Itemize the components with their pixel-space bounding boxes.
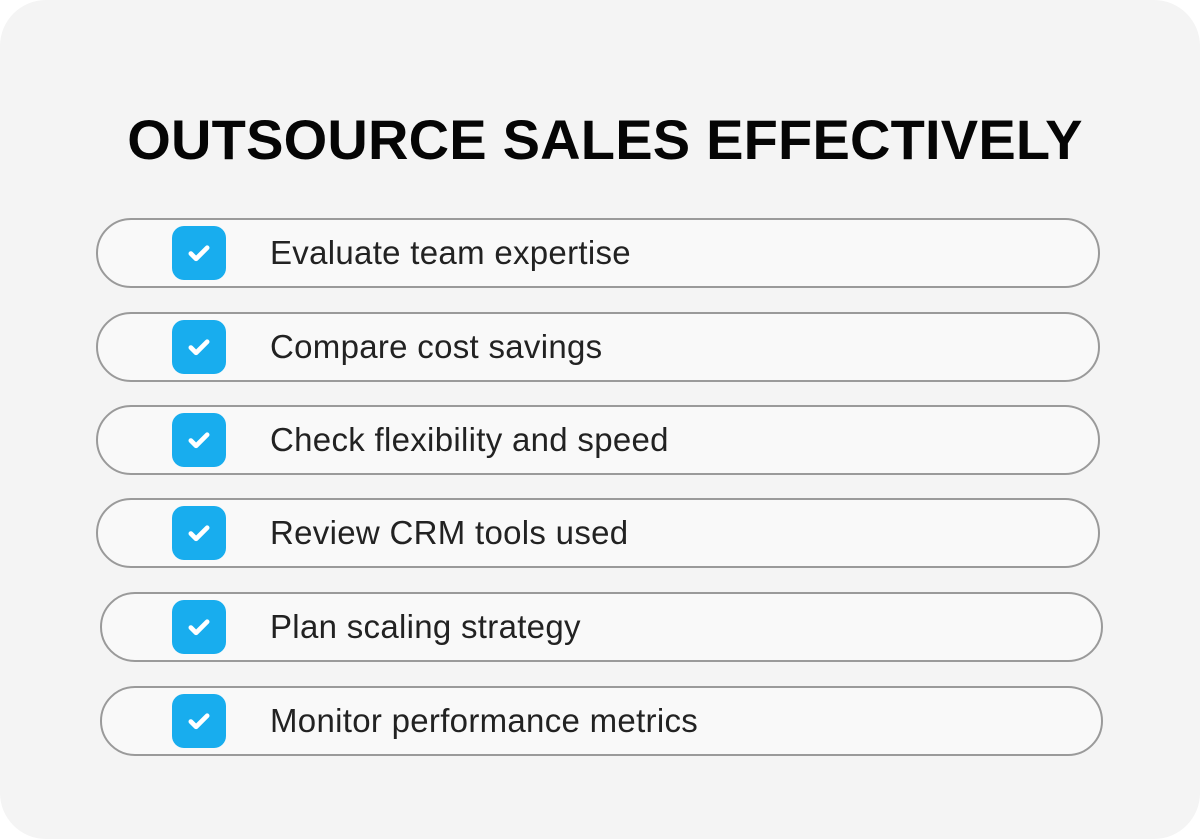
check-icon	[188, 713, 210, 730]
checklist-item: Monitor performance metrics	[100, 686, 1103, 756]
page-title: OUTSOURCE SALES EFFECTIVELY	[127, 108, 1083, 171]
check-icon	[188, 619, 210, 636]
checklist-item-label: Review CRM tools used	[270, 514, 629, 551]
checkbox-checked[interactable]	[172, 413, 226, 467]
checkbox-checked[interactable]	[172, 226, 226, 280]
checklist-item-label: Check flexibility and speed	[270, 421, 669, 458]
checklist-item: Plan scaling strategy	[100, 592, 1103, 662]
checklist-item: Compare cost savings	[96, 312, 1100, 382]
checklist-item-label: Plan scaling strategy	[270, 608, 581, 645]
checkbox-checked[interactable]	[172, 320, 226, 374]
checkbox-checked[interactable]	[172, 506, 226, 560]
check-icon	[188, 432, 210, 449]
checklist-item-label: Evaluate team expertise	[270, 234, 631, 271]
checklist-item-label: Compare cost savings	[270, 328, 603, 365]
checkbox-checked[interactable]	[172, 694, 226, 748]
check-icon	[188, 339, 210, 356]
checklist-item-label: Monitor performance metrics	[270, 702, 699, 739]
checklist-item: Check flexibility and speed	[96, 405, 1100, 475]
checklist-item: Evaluate team expertise	[96, 218, 1100, 288]
checkbox-checked[interactable]	[172, 600, 226, 654]
check-icon	[188, 245, 210, 262]
checklist-item: Review CRM tools used	[96, 498, 1100, 568]
check-icon	[188, 525, 210, 542]
